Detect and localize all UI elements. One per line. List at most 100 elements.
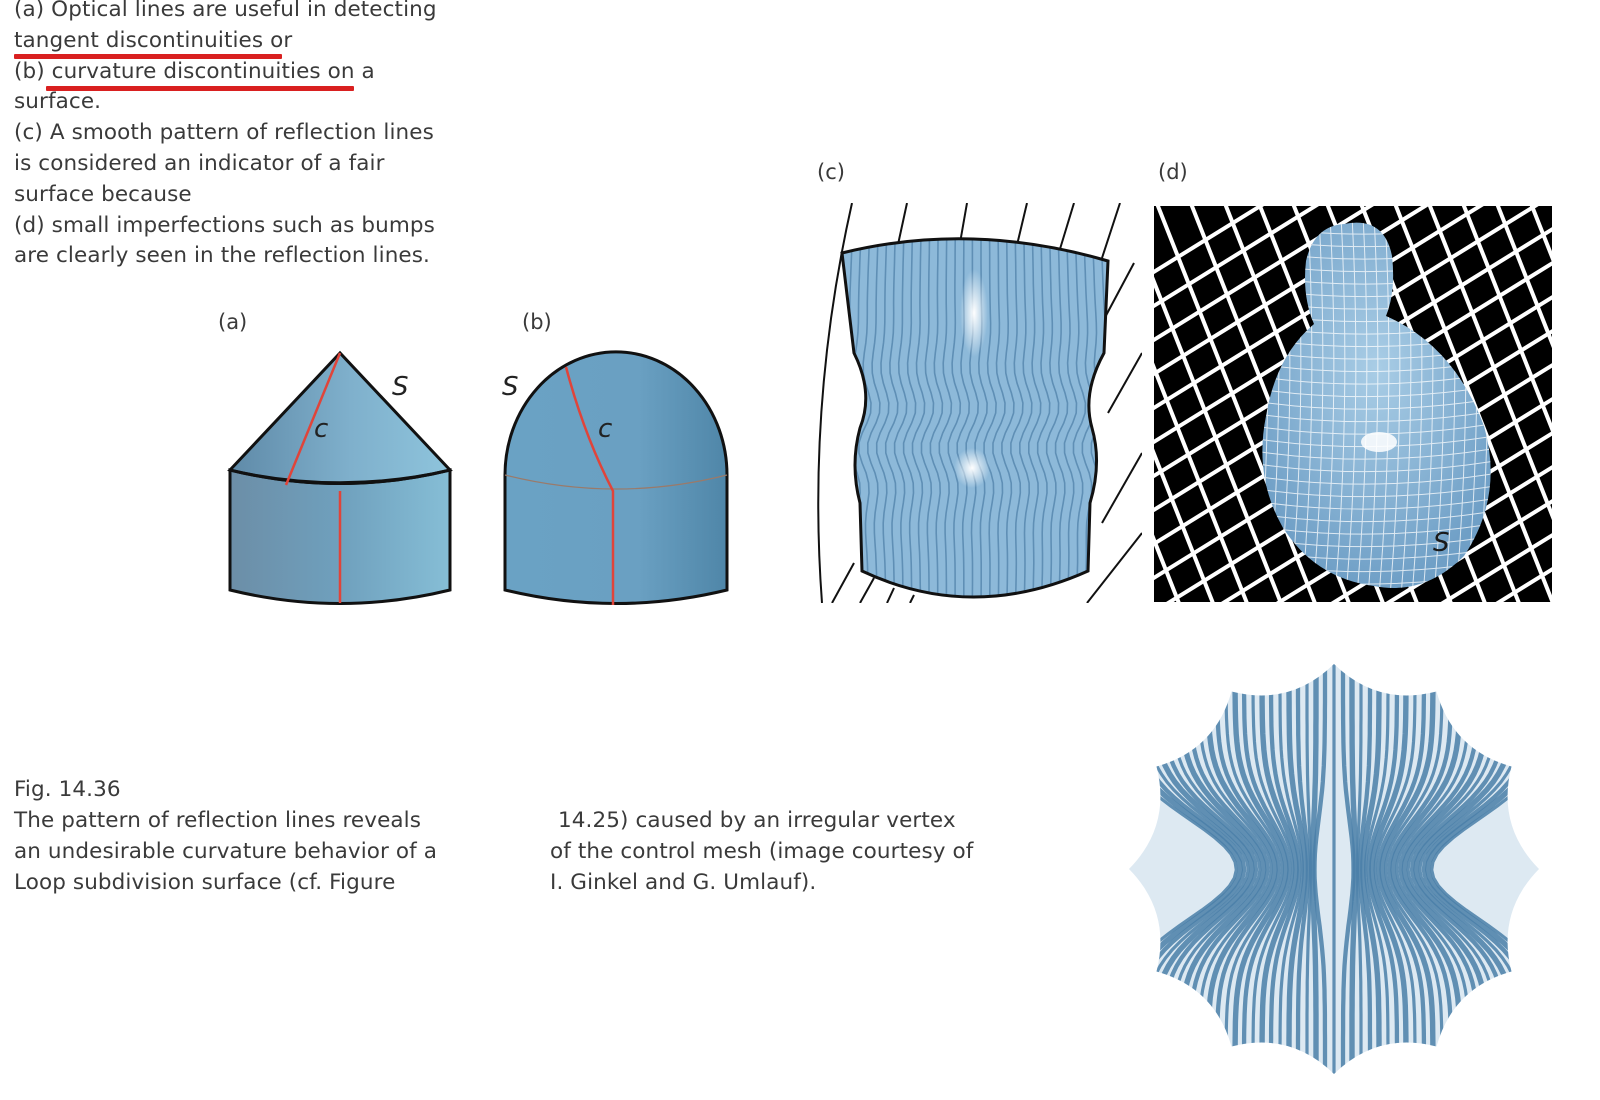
reflection-stripe — [1063, 238, 1078, 598]
reflection-stripe — [1028, 238, 1042, 598]
mesh-line — [1356, 222, 1368, 589]
figure-b-curve-label: c — [598, 414, 613, 444]
mesh-line — [1262, 509, 1491, 523]
grid-line — [1154, 206, 1320, 309]
reflection-stripe — [920, 238, 935, 598]
reflection-stripe — [1295, 664, 1311, 1074]
reflection-stripe — [1366, 664, 1400, 1074]
reflection-stripe — [929, 238, 944, 598]
reflection-stripe — [1373, 664, 1417, 1074]
reflection-stripe — [1129, 664, 1238, 1074]
caption-line: 14.25) caused by an irregular vertex — [558, 808, 956, 833]
figure-e-reflection-disc — [1129, 664, 1539, 1074]
mesh-line — [1334, 222, 1346, 589]
reflection-stripe — [1045, 238, 1060, 598]
mesh-line — [1378, 222, 1390, 589]
reflection-stripe — [1072, 238, 1087, 598]
caption-line: I. Ginkel and G. Umlauf). — [550, 869, 817, 895]
reflection-stripe — [1036, 238, 1051, 598]
mesh-line — [1312, 222, 1324, 589]
reflection-stripe — [1349, 664, 1359, 1074]
intro-line: tangent discontinuities or — [14, 27, 293, 53]
mesh-line — [1262, 409, 1491, 423]
intro-line: (b) curvature discontinuities on a — [14, 58, 375, 84]
mesh-line — [1262, 484, 1491, 498]
reflection-stripe — [938, 238, 953, 598]
grid-line — [1596, 196, 1600, 626]
figure-d-label: (d) — [1158, 160, 1188, 184]
grid-line — [1330, 465, 1552, 602]
figure-a-surface-label: S — [392, 372, 409, 402]
grid-line — [1154, 534, 1181, 602]
reflection-stripe — [1363, 664, 1390, 1074]
reflection-stripe — [902, 238, 917, 598]
figure-d-surface-label: S — [1433, 528, 1450, 558]
intro-line: surface because — [14, 181, 192, 207]
figure-a-cone-cylinder — [227, 350, 453, 605]
intro-line: (c) A smooth pattern of reflection lines — [14, 120, 434, 146]
reflection-stripe — [1278, 664, 1305, 1074]
reflection-stripe — [1018, 238, 1033, 598]
figure-b-surface-label: S — [502, 372, 519, 402]
reflection-stripe — [1312, 664, 1328, 1074]
grid-line — [1155, 206, 1317, 602]
mesh-line — [1262, 496, 1491, 510]
caption-line: Loop subdivision surface (cf. Figure — [14, 869, 396, 895]
caption-line: an undesirable curvature behavior of a — [14, 838, 438, 864]
caption-left: The pattern of reflection lines reveals … — [14, 806, 437, 898]
underline-tangent-discontinuities — [14, 54, 282, 59]
grid-line — [1154, 206, 1265, 275]
reflection-stripe — [1387, 664, 1454, 1074]
reflection-stripe — [983, 238, 997, 598]
reflection-stripe — [1379, 664, 1436, 1074]
reflection-stripe — [893, 238, 908, 598]
mesh-line — [1262, 471, 1491, 485]
mesh-line — [1262, 396, 1491, 410]
reflection-stripe — [1001, 238, 1015, 598]
figure-number: Fig. 14.36 — [14, 777, 121, 802]
mesh-line — [1345, 222, 1357, 589]
underline-curvature-discontinuities — [46, 86, 354, 91]
figure-c-reflection-cylinder — [817, 203, 1142, 603]
mesh-line — [1262, 459, 1491, 473]
reflection-stripe — [1286, 664, 1308, 1074]
grid-line — [1385, 499, 1552, 602]
caption-right: 14.25) caused by an irregular vertex of … — [550, 806, 973, 898]
mesh-line — [1323, 222, 1335, 589]
figure-a-label: (a) — [218, 310, 248, 334]
reflection-stripe — [1054, 238, 1069, 598]
figure-d-reflection-blob — [1154, 206, 1552, 602]
figure-b-label: (b) — [522, 310, 552, 334]
intro-line: (a) Optical lines are useful in detectin… — [14, 0, 437, 22]
reflection-stripe — [1383, 664, 1444, 1074]
caption-line: of the control mesh (image courtesy of — [550, 838, 974, 864]
mesh-line — [1367, 222, 1379, 589]
reflection-stripe — [875, 238, 890, 598]
reflection-stripe — [1241, 664, 1292, 1074]
reflection-stripe — [1369, 664, 1409, 1074]
reflection-stripe — [1224, 664, 1285, 1074]
grid-line — [1495, 206, 1552, 349]
reflection-stripe — [1430, 664, 1539, 1074]
reflection-stripe — [1355, 664, 1363, 1074]
reflection-stripe — [884, 238, 899, 598]
grid-line — [1154, 206, 1374, 343]
intro-line: is considered an indicator of a fair — [14, 150, 385, 176]
reflection-stripe — [866, 238, 881, 598]
figure-a-curve-label: c — [314, 414, 329, 444]
mesh-line — [1301, 222, 1313, 589]
figure-b-dome-cylinder — [503, 350, 729, 605]
grid-line — [1440, 533, 1552, 602]
reflection-stripe — [1259, 664, 1299, 1074]
reflection-stripe — [947, 238, 962, 598]
reflection-stripe — [1251, 664, 1295, 1074]
intro-paragraph: (a) Optical lines are useful in detectin… — [14, 0, 437, 272]
grid-line — [1562, 196, 1600, 626]
intro-line: (d) small imperfections such as bumps — [14, 212, 435, 238]
reflection-stripe — [1360, 664, 1382, 1074]
reflection-stripe — [858, 238, 872, 598]
figure-c-label: (c) — [817, 160, 845, 184]
intro-line: surface. — [14, 89, 102, 115]
intro-line: are clearly seen in the reflection lines… — [14, 243, 430, 269]
reflection-stripe — [1232, 664, 1289, 1074]
